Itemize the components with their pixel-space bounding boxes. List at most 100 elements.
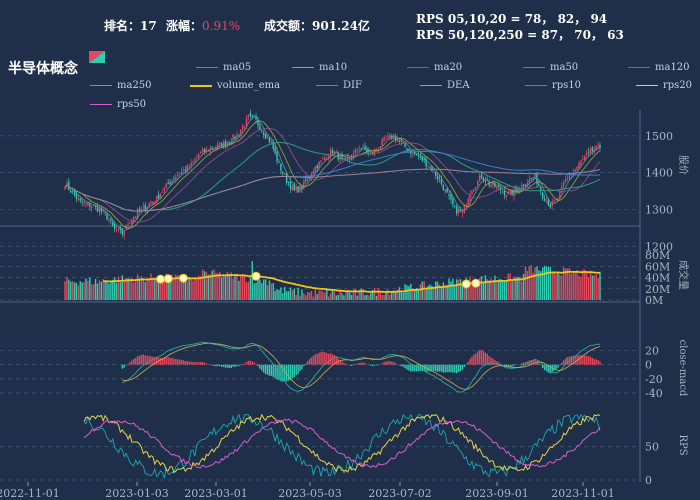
volume-bar (261, 283, 263, 300)
volume-bar (482, 282, 485, 300)
candle (492, 182, 494, 186)
candle (524, 185, 527, 186)
macd-histogram-bar (391, 361, 393, 365)
legend-item-rps20[interactable]: rps20 (636, 80, 692, 91)
volume-bar (484, 275, 487, 300)
macd-histogram-bar (167, 357, 169, 365)
volume-bar (100, 281, 103, 300)
rps50-line (83, 418, 601, 469)
macd-histogram-bar (297, 364, 299, 374)
volume-bar (543, 265, 546, 300)
volume-bar (226, 271, 229, 300)
volume-bar (421, 281, 424, 300)
macd-histogram-bar (557, 364, 559, 368)
volume-bar (167, 280, 169, 300)
legend-item-ma50[interactable]: ma50 (523, 62, 578, 73)
candle (255, 116, 257, 120)
volume-bar (398, 287, 401, 300)
volume-bar (408, 285, 410, 300)
macd-histogram-bar (561, 362, 563, 365)
volume-bar (538, 270, 540, 300)
candle (463, 204, 466, 213)
volume-bar (264, 279, 267, 300)
legend-item-DEA[interactable]: DEA (420, 80, 470, 91)
candle (427, 166, 429, 168)
candle (165, 183, 167, 188)
macd-histogram-bar (324, 352, 326, 365)
macd-histogram-bar (404, 364, 406, 369)
volume-bar (238, 280, 240, 300)
macd-histogram-bar (534, 359, 536, 365)
candle (341, 154, 343, 158)
macd-histogram-bar (400, 364, 402, 367)
volume-bar (513, 276, 515, 300)
candle (219, 142, 221, 144)
candle (140, 207, 143, 211)
legend-item-ma05[interactable]: ma05 (196, 62, 251, 73)
macd-histogram-bar (461, 364, 464, 370)
macd-histogram-bar (127, 363, 129, 365)
macd-histogram-bar (547, 364, 550, 373)
rank-label: 排名：17 (104, 19, 157, 33)
volume-bar (245, 282, 248, 300)
rps20-line (83, 413, 601, 474)
candle (433, 170, 435, 172)
volume-bar (123, 279, 125, 300)
candle (406, 148, 408, 151)
macd-histogram-bar (429, 364, 431, 372)
macd-histogram-bar (595, 359, 597, 365)
macd-histogram-bar (454, 364, 456, 373)
volume-bar (255, 282, 257, 300)
candle (156, 195, 158, 204)
volume-bar (85, 278, 87, 300)
y-tick-label: -20 (645, 373, 663, 386)
candle (396, 139, 399, 142)
volume-bar (259, 279, 261, 300)
candle (333, 151, 336, 155)
macd-histogram-bar (434, 364, 437, 372)
volume-bar (117, 276, 120, 300)
volume-bar (77, 285, 80, 300)
y-tick-label: 1300 (645, 203, 673, 216)
candle (178, 173, 181, 175)
macd-histogram-bar (194, 362, 196, 365)
legend-item-ma250[interactable]: ma250 (90, 80, 152, 91)
candle (371, 151, 374, 154)
volume-bar (133, 282, 135, 300)
legend-item-ma20[interactable]: ma20 (407, 62, 462, 73)
candle (182, 169, 185, 171)
macd-histogram-bar (301, 364, 303, 370)
macd-histogram-bar (499, 363, 502, 365)
candle (576, 166, 578, 171)
candle (515, 188, 517, 191)
volume-bar (232, 278, 234, 300)
macd-histogram-bar (482, 351, 485, 365)
legend-swatch (628, 67, 650, 68)
volume-bar (184, 278, 187, 300)
candle (89, 204, 91, 207)
legend-item-rps50[interactable]: rps50 (90, 99, 146, 110)
volume-bar (293, 288, 295, 300)
candle (498, 185, 500, 187)
candle (471, 191, 473, 195)
candle (249, 113, 252, 116)
legend-item-DIF[interactable]: DIF (316, 80, 362, 91)
volume-bar (207, 274, 210, 300)
volume-bar (457, 279, 460, 300)
candle (478, 175, 481, 182)
volume-bar (499, 278, 502, 300)
macd-histogram-bar (572, 355, 574, 365)
macd-histogram-bar (142, 354, 145, 365)
volume-bar (280, 287, 282, 300)
legend-item-rps10[interactable]: rps10 (525, 80, 581, 91)
legend-item-ma120[interactable]: ma120 (628, 62, 690, 73)
volume-bar (534, 267, 536, 300)
volume-bar (274, 290, 276, 300)
legend-item-ma10[interactable]: ma10 (292, 62, 347, 73)
volume-bar (595, 274, 597, 300)
candle (387, 136, 389, 137)
legend-swatch (407, 67, 429, 68)
volume-bar (81, 282, 83, 300)
legend-item-volume_ema[interactable]: volume_ema (190, 80, 280, 91)
macd-histogram-bar (381, 363, 383, 365)
